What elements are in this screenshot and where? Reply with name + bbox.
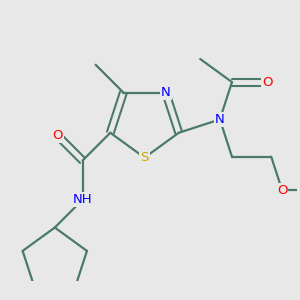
Text: N: N [161,86,171,99]
Text: O: O [277,184,287,197]
Text: NH: NH [73,193,92,206]
Text: O: O [262,76,273,88]
Text: N: N [215,113,225,126]
Text: S: S [140,151,149,164]
Text: O: O [52,129,63,142]
